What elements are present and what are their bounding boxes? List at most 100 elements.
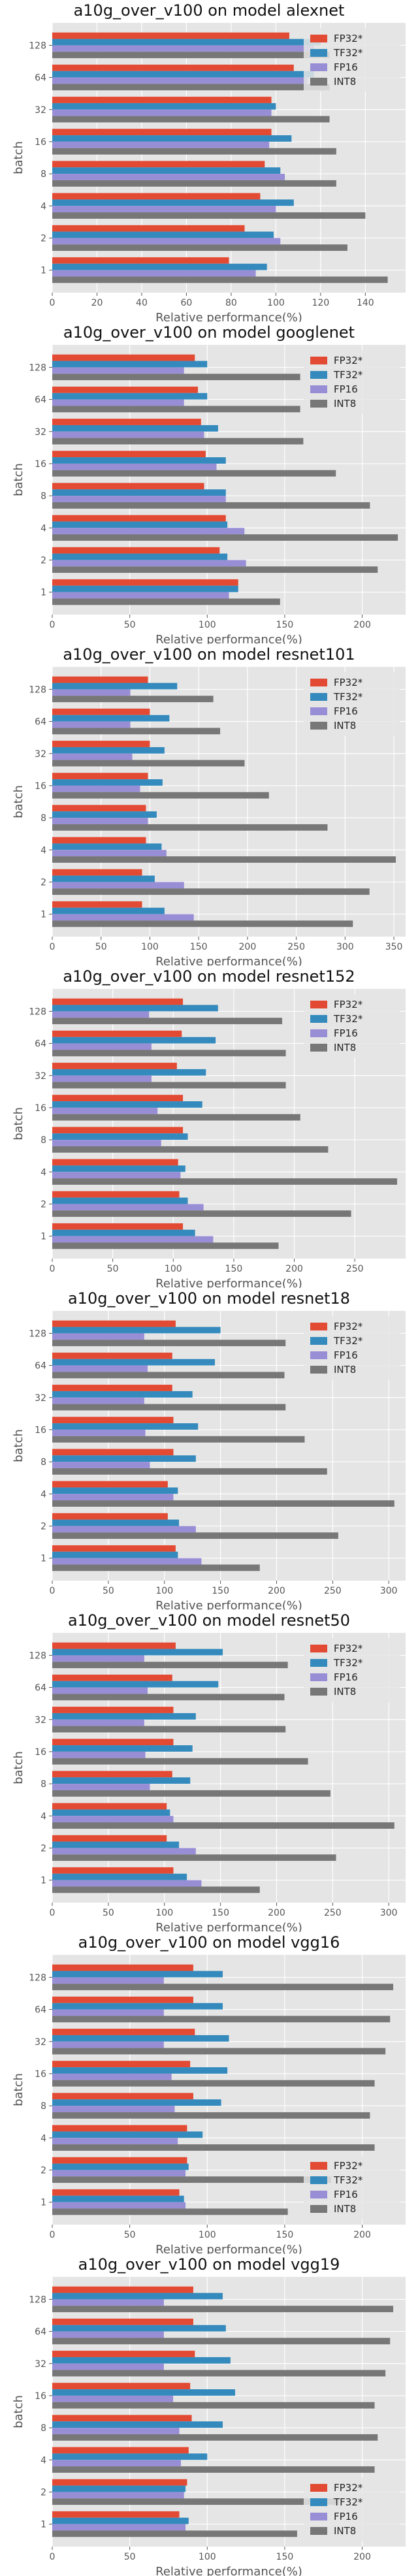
bar-tf32-batch-8 — [52, 1455, 196, 1462]
bar-fp32-batch-128 — [52, 1320, 176, 1327]
y-axis-label: batch — [12, 1107, 25, 1140]
bar-tf32-batch-128 — [52, 2293, 223, 2300]
bar-fp16-batch-4 — [52, 1494, 174, 1501]
bar-int8-batch-2 — [52, 1532, 338, 1539]
chart-3: a10g_over_v100 on model resnet152 0 50 100 1… — [12, 967, 406, 1288]
bar-fp16-batch-2 — [52, 1204, 204, 1211]
legend-swatch — [310, 1015, 327, 1023]
bar-tf32-batch-32 — [52, 425, 218, 432]
bar-tf32-batch-16 — [52, 1423, 199, 1430]
legend-swatch — [310, 78, 327, 86]
bar-tf32-batch-128 — [52, 1327, 221, 1334]
y-tick-label: 2 — [40, 1521, 46, 1532]
legend-label: INT8 — [334, 76, 356, 88]
y-tick-label: 4 — [40, 1811, 46, 1822]
y-tick-label: 2 — [40, 1199, 46, 1210]
bar-int8-batch-128 — [52, 52, 330, 59]
bar-int8-batch-2 — [52, 2176, 332, 2183]
legend-swatch — [310, 707, 327, 715]
bar-fp16-batch-8 — [52, 1462, 150, 1468]
chart-title: a10g_over_v100 on model alexnet — [74, 1, 345, 20]
x-tick-label: 0 — [50, 2552, 56, 2562]
x-axis-label: Relative performance(%) — [155, 2243, 302, 2254]
y-tick-label: 16 — [35, 1103, 46, 1114]
legend-label: FP32* — [334, 2482, 363, 2494]
y-tick-label: 32 — [35, 105, 46, 116]
bar-fp32-batch-16 — [52, 1095, 184, 1102]
y-tick-label: 8 — [40, 491, 46, 502]
bar-int8-batch-64 — [52, 1050, 286, 1057]
bar-tf32-batch-32 — [52, 1069, 206, 1076]
x-tick-label: 80 — [225, 298, 237, 308]
bar-int8-batch-4 — [52, 534, 398, 541]
bar-fp32-batch-16 — [52, 2383, 191, 2390]
bar-fp16-batch-8 — [52, 2106, 175, 2112]
bar-fp16-batch-2 — [52, 2492, 184, 2499]
x-tick-label: 0 — [50, 1908, 56, 1918]
bar-fp32-batch-64 — [52, 1030, 182, 1037]
chart-5: a10g_over_v100 on model resnet50 0 50 100 15… — [12, 1611, 406, 1932]
y-tick-label: 4 — [40, 845, 46, 856]
bar-fp32-batch-64 — [52, 386, 199, 393]
legend-swatch — [310, 2176, 327, 2184]
y-tick-label: 64 — [35, 395, 46, 406]
bar-fp32-batch-32 — [52, 741, 150, 747]
bar-tf32-batch-4 — [52, 1165, 185, 1172]
y-tick-label: 128 — [29, 362, 46, 373]
y-tick-label: 8 — [40, 2101, 46, 2112]
legend-label: FP16 — [334, 2511, 358, 2522]
bar-tf32-batch-4 — [52, 843, 162, 850]
bar-fp16-batch-32 — [52, 753, 133, 760]
bar-tf32-batch-64 — [52, 1037, 216, 1044]
legend-label: INT8 — [334, 398, 356, 410]
y-axis-label: batch — [12, 1429, 25, 1462]
bar-tf32-batch-8 — [52, 489, 226, 496]
y-tick-label: 16 — [35, 137, 46, 148]
bar-fp32-batch-128 — [52, 354, 195, 361]
legend-swatch — [310, 1337, 327, 1345]
x-tick-label: 200 — [285, 1264, 303, 1274]
bar-int8-batch-64 — [52, 1372, 285, 1379]
legend-swatch — [310, 2527, 327, 2535]
bar-tf32-batch-32 — [52, 747, 165, 754]
legend: FP32* TF32* FP16 INT8 — [304, 1638, 400, 1702]
legend-swatch — [310, 2498, 327, 2506]
bar-fp16-batch-32 — [52, 1075, 152, 1082]
x-tick-label: 120 — [312, 298, 330, 308]
x-tick-label: 50 — [107, 1264, 119, 1274]
bar-fp32-batch-8 — [52, 805, 146, 812]
x-axis-label: Relative performance(%) — [155, 1921, 302, 1932]
bar-fp16-batch-1 — [52, 592, 229, 599]
bar-fp16-batch-16 — [52, 1429, 146, 1436]
y-tick-label: 64 — [35, 1683, 46, 1694]
bar-fp16-batch-2 — [52, 882, 184, 889]
bar-tf32-batch-1 — [52, 2517, 189, 2524]
legend: FP32* TF32* FP16 INT8 — [304, 350, 400, 414]
chart-title: a10g_over_v100 on model vgg16 — [78, 1933, 340, 1952]
x-tick-label: 150 — [190, 942, 208, 952]
bar-fp16-batch-1 — [52, 2524, 186, 2531]
bar-fp32-batch-1 — [52, 2189, 180, 2196]
bar-fp16-batch-128 — [52, 1977, 164, 1984]
bar-fp16-batch-1 — [52, 1236, 214, 1243]
x-tick-label: 20 — [91, 298, 103, 308]
y-tick-label: 16 — [35, 2391, 46, 2402]
bar-tf32-batch-2 — [52, 231, 274, 238]
x-tick-label: 100 — [155, 1586, 173, 1596]
bar-fp32-batch-128 — [52, 2286, 193, 2293]
bar-fp16-batch-64 — [52, 721, 131, 728]
bar-fp16-batch-1 — [52, 1880, 202, 1887]
x-tick-label: 250 — [324, 1586, 342, 1596]
bar-fp16-batch-64 — [52, 399, 184, 406]
bar-tf32-batch-2 — [52, 875, 155, 882]
bar-int8-batch-8 — [52, 180, 336, 187]
legend-label: TF32* — [333, 47, 363, 59]
x-tick-label: 0 — [50, 2230, 56, 2240]
y-tick-label: 64 — [35, 1039, 46, 1050]
bar-fp16-batch-32 — [52, 109, 272, 116]
legend-swatch — [310, 2513, 327, 2520]
bar-int8-batch-8 — [52, 1146, 329, 1153]
y-tick-label: 32 — [35, 749, 46, 760]
bar-fp16-batch-64 — [52, 1365, 148, 1372]
bar-fp32-batch-1 — [52, 257, 229, 264]
